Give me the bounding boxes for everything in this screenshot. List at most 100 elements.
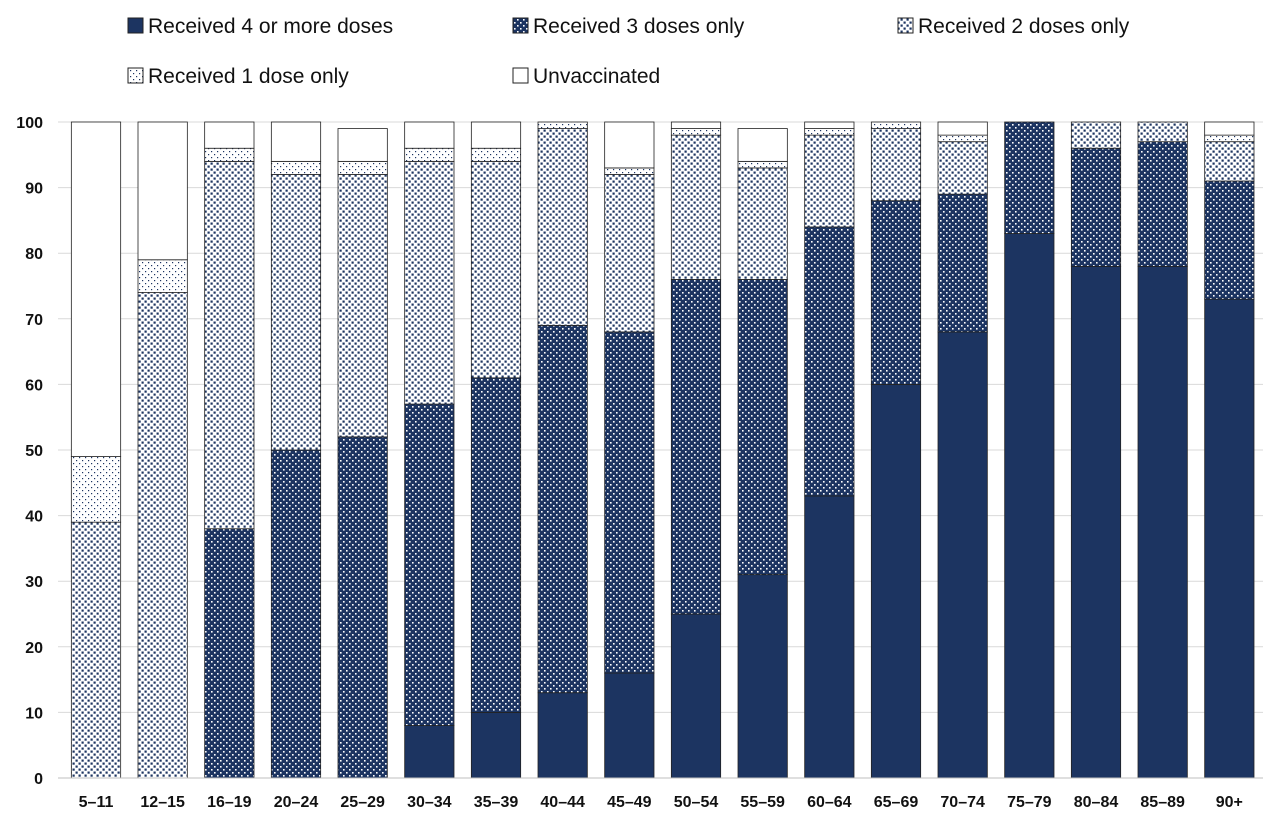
bar-segment-received-4-or-more-doses xyxy=(670,613,722,779)
bar-segment-received-4-or-more-doses xyxy=(1137,265,1188,779)
bar-segment-received-3-doses-only xyxy=(737,279,788,576)
bar-segment-received-2-doses-only xyxy=(404,160,455,405)
bar-segment-unvaccinated xyxy=(604,121,655,169)
bar-segment-received-4-or-more-doses xyxy=(1004,233,1055,779)
x-tick-label: 5–11 xyxy=(79,794,114,811)
bar-segment-received-2-doses-only xyxy=(870,128,922,202)
bar-segment-received-2-doses-only xyxy=(470,160,522,379)
bar-segment-received-1-dose-only xyxy=(537,121,588,129)
y-tick-label: 80 xyxy=(25,246,43,263)
bar-segment-received-4-or-more-doses xyxy=(937,331,988,779)
bar-segment-received-1-dose-only xyxy=(870,121,922,129)
y-tick-label: 100 xyxy=(16,115,43,132)
bar-segment-received-3-doses-only xyxy=(804,226,855,497)
legend-swatch xyxy=(512,17,529,34)
x-tick-label: 25–29 xyxy=(340,794,385,811)
x-tick-label: 75–79 xyxy=(1007,794,1052,811)
bar-segment-unvaccinated xyxy=(404,121,455,149)
bar-segment-received-4-or-more-doses xyxy=(1204,298,1255,779)
bar-segment-received-4-or-more-doses xyxy=(604,672,655,779)
bar-segment-received-1-dose-only xyxy=(804,128,855,136)
bar-segment-received-3-doses-only xyxy=(1204,180,1255,300)
bar-segment-received-3-doses-only xyxy=(1137,141,1188,267)
bar-segment-unvaccinated xyxy=(470,121,522,149)
bar-segment-received-3-doses-only xyxy=(337,436,388,779)
bar-segment-unvaccinated xyxy=(337,128,388,162)
bar-segment-unvaccinated xyxy=(137,121,188,261)
bar-segment-received-3-doses-only xyxy=(470,377,522,713)
bar-segment-received-2-doses-only xyxy=(670,134,722,280)
bar-segment-received-3-doses-only xyxy=(404,403,455,726)
bar-segment-received-1-dose-only xyxy=(204,147,255,162)
bar-segment-received-1-dose-only xyxy=(337,160,388,175)
y-tick-label: 50 xyxy=(25,443,43,460)
bar-segment-received-1-dose-only xyxy=(70,456,122,523)
x-tick-label: 65–69 xyxy=(874,794,919,811)
bar-segment-received-2-doses-only xyxy=(204,160,255,530)
y-tick-label: 40 xyxy=(25,509,43,526)
bar-segment-received-3-doses-only xyxy=(670,279,722,615)
bar-segment-received-4-or-more-doses xyxy=(470,712,522,779)
bar-segment-received-3-doses-only xyxy=(604,331,655,674)
bar-segment-received-2-doses-only xyxy=(1137,121,1188,143)
bar-segment-unvaccinated xyxy=(937,121,988,136)
bar-segment-received-3-doses-only xyxy=(1070,147,1122,267)
bar-segment-received-1-dose-only xyxy=(470,147,522,162)
bar-segment-received-1-dose-only xyxy=(137,259,188,293)
bar-segment-received-2-doses-only xyxy=(70,521,122,779)
bar-segment-received-3-doses-only xyxy=(870,200,922,385)
x-tick-label: 12–15 xyxy=(140,794,185,811)
legend-label: Received 4 or more doses xyxy=(148,15,393,38)
gridlines xyxy=(58,121,1263,779)
x-tick-label: 35–39 xyxy=(474,794,519,811)
bar-segment-received-3-doses-only xyxy=(270,449,322,779)
x-tick-label: 16–19 xyxy=(207,794,252,811)
bar-segment-unvaccinated xyxy=(204,121,255,149)
x-tick-label: 55–59 xyxy=(740,794,785,811)
legend-swatch xyxy=(897,17,914,34)
bar-segment-received-2-doses-only xyxy=(604,174,655,333)
bar-segment-received-2-doses-only xyxy=(337,174,388,438)
bar-segment-received-2-doses-only xyxy=(1204,141,1255,182)
bar-segment-received-2-doses-only xyxy=(270,174,322,451)
bar-segment-received-3-doses-only xyxy=(204,528,255,779)
bar-segment-received-4-or-more-doses xyxy=(804,495,855,779)
bar-segment-received-1-dose-only xyxy=(737,160,788,169)
x-tick-label: 85–89 xyxy=(1140,794,1185,811)
y-tick-label: 90 xyxy=(25,181,43,198)
legend-swatch xyxy=(127,67,144,84)
y-tick-label: 10 xyxy=(25,705,43,722)
bar-segment-received-1-dose-only xyxy=(670,128,722,136)
bar-segment-received-1-dose-only xyxy=(404,147,455,162)
bar-segment-received-3-doses-only xyxy=(937,193,988,333)
legend-label: Received 1 dose only xyxy=(148,65,349,88)
bar-segment-unvaccinated xyxy=(670,121,722,129)
bar-segment-received-2-doses-only xyxy=(804,134,855,228)
legend-swatch xyxy=(127,17,144,34)
y-tick-label: 70 xyxy=(25,312,43,329)
legend-label: Received 2 doses only xyxy=(918,15,1130,38)
x-tick-label: 20–24 xyxy=(274,794,319,811)
y-tick-label: 60 xyxy=(25,377,43,394)
bar-segment-received-2-doses-only xyxy=(1070,121,1122,149)
bar-segment-received-3-doses-only xyxy=(1004,121,1055,234)
x-tick-label: 45–49 xyxy=(607,794,652,811)
bar-segment-received-4-or-more-doses xyxy=(737,574,788,779)
bar-segment-received-1-dose-only xyxy=(1204,134,1255,143)
bar-segment-received-2-doses-only xyxy=(137,292,188,779)
x-tick-label: 30–34 xyxy=(407,794,452,811)
bar-segment-received-2-doses-only xyxy=(937,141,988,195)
bar-segment-unvaccinated xyxy=(804,121,855,129)
bar-segment-received-2-doses-only xyxy=(737,167,788,280)
bar-segment-received-1-dose-only xyxy=(604,167,655,175)
bar-segment-unvaccinated xyxy=(270,121,322,162)
bar-segment-received-1-dose-only xyxy=(937,134,988,143)
legend-label: Received 3 doses only xyxy=(533,15,745,38)
bar-segment-received-4-or-more-doses xyxy=(404,725,455,779)
y-tick-label: 30 xyxy=(25,574,43,591)
bar-segment-unvaccinated xyxy=(70,121,122,457)
bar-segment-received-1-dose-only xyxy=(270,160,322,175)
y-tick-label: 0 xyxy=(34,771,43,788)
bar-segment-received-2-doses-only xyxy=(537,128,588,326)
